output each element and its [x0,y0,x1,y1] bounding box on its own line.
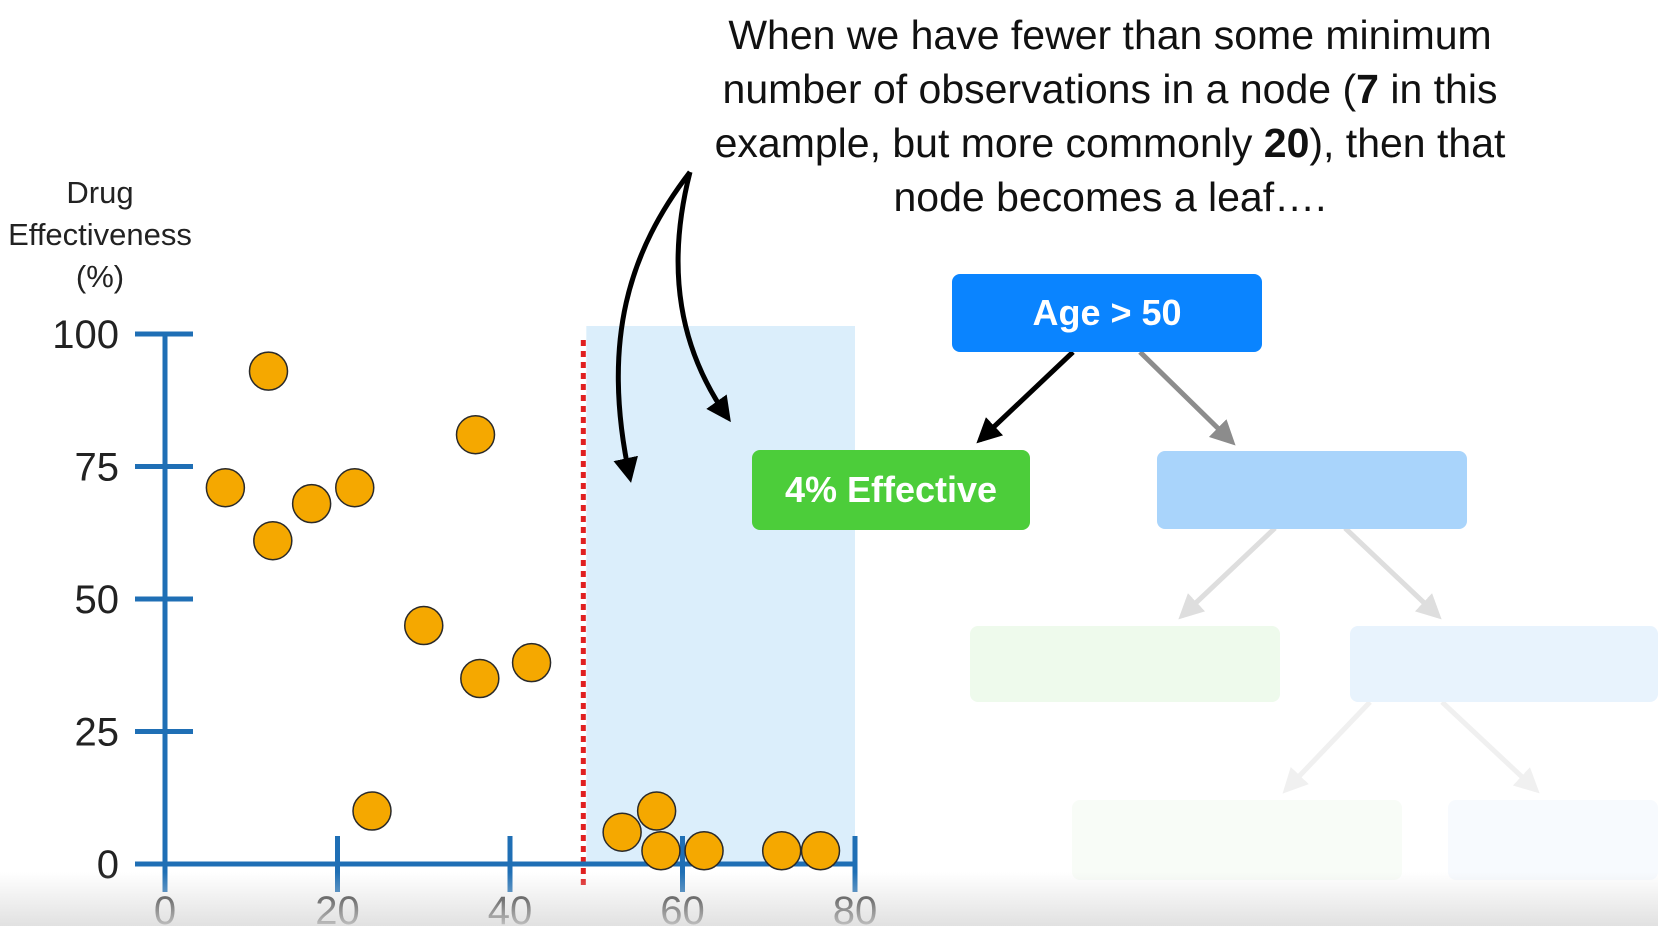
callout-line-2: number of observations in a node (7 in t… [722,66,1498,112]
root-node-age: Age > 50 [952,274,1262,352]
faded-right-node [1350,626,1658,702]
data-point-12 [636,791,677,831]
data-point-16 [800,831,841,871]
y-axis-label: Drug Effectiveness (%) [0,172,200,298]
callout-arrow-right [675,171,731,423]
data-point-9 [460,658,500,699]
edge-root-to-leaf [976,350,1075,444]
edge-faded-to-bottom-left [1282,700,1372,794]
right-child-node [1157,451,1467,529]
edge-right-to-faded-right [1343,526,1442,620]
edge-right-to-faded-left [1178,526,1277,620]
callout-text: When we have fewer than some minimum num… [660,8,1560,224]
x-tick-label-80: 80 [833,889,878,926]
y-tick-label-0: 0 [97,843,119,887]
min-observations-value: 7 [1356,66,1379,112]
data-point-14 [684,831,724,871]
faint-bottom-left-node [1072,800,1402,880]
edge-faded-to-bottom-right [1440,700,1540,794]
leaf-node-effective: 4% Effective [752,450,1030,530]
data-point-3 [253,520,293,561]
y-axis-label-line-1: Drug [66,175,134,210]
y-tick-label-100: 100 [52,313,119,357]
edge-root-to-right [1138,350,1236,446]
callout-arrow-left [613,170,692,483]
data-point-1 [205,467,246,508]
y-tick-label-75: 75 [75,446,120,490]
data-point-11 [602,812,642,852]
x-tick-label-60: 60 [660,889,705,926]
y-tick-label-50: 50 [75,578,120,622]
data-point-5 [335,467,375,508]
faded-left-node [970,626,1280,702]
y-axis-label-line-3: (%) [75,259,125,294]
x-tick-label-20: 20 [315,889,360,926]
data-point-13 [641,831,681,871]
data-point-15 [761,831,802,871]
x-tick-label-40: 40 [488,889,533,926]
data-point-4 [291,483,332,524]
data-point-8 [455,414,496,455]
common-min-value: 20 [1263,120,1310,166]
callout-line-1: When we have fewer than some minimum [728,12,1492,58]
data-point-2 [248,351,289,391]
y-tick-label-25: 25 [75,711,120,755]
faint-bottom-right-node [1448,800,1658,880]
data-point-6 [352,791,392,831]
x-tick-label-0: 0 [154,889,176,926]
data-point-10 [511,642,552,683]
data-point-7 [404,605,444,646]
callout-line-4: node becomes a leaf…. [893,174,1327,220]
y-axis-label-line-2: Effectiveness [8,217,192,252]
callout-line-3: example, but more commonly 20), then tha… [714,120,1506,166]
